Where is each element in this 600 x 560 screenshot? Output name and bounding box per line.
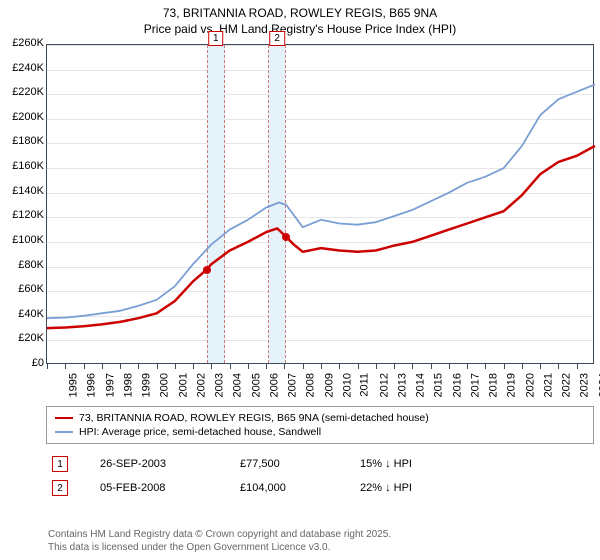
x-tick-label: 2014 bbox=[415, 373, 427, 397]
y-tick-label: £100K bbox=[2, 234, 44, 246]
x-tick-label: 2012 bbox=[378, 373, 390, 397]
x-tick-label: 2010 bbox=[341, 373, 353, 397]
y-tick-label: £220K bbox=[2, 86, 44, 98]
footer-line-2: This data is licensed under the Open Gov… bbox=[48, 542, 330, 553]
legend-item: HPI: Average price, semi-detached house,… bbox=[55, 425, 585, 439]
x-tick-label: 1998 bbox=[122, 373, 134, 397]
y-tick-label: £80K bbox=[2, 259, 44, 271]
x-tick-label: 2000 bbox=[159, 373, 171, 397]
x-tick-label: 2011 bbox=[359, 373, 371, 397]
x-tick-label: 2021 bbox=[542, 373, 554, 397]
x-tick-label: 2004 bbox=[232, 373, 244, 397]
x-tick-label: 2009 bbox=[323, 373, 335, 397]
legend-swatch-icon bbox=[55, 431, 73, 433]
x-tick-label: 1996 bbox=[86, 373, 98, 397]
y-tick-label: £60K bbox=[2, 283, 44, 295]
plot-band-label: 1 bbox=[208, 31, 224, 46]
x-tick-label: 2003 bbox=[214, 373, 226, 397]
title-line-2: Price paid vs. HM Land Registry's House … bbox=[0, 22, 600, 38]
chart-title-block: 73, BRITANNIA ROAD, ROWLEY REGIS, B65 9N… bbox=[0, 0, 600, 39]
series-svg bbox=[47, 45, 595, 365]
y-tick-label: £180K bbox=[2, 135, 44, 147]
x-tick-label: 2019 bbox=[506, 373, 518, 397]
footer-line-1: Contains HM Land Registry data © Crown c… bbox=[48, 529, 391, 540]
plot-band-label: 2 bbox=[269, 31, 285, 46]
x-tick-label: 2008 bbox=[305, 373, 317, 397]
annotation-price: £104,000 bbox=[240, 482, 360, 494]
annotation-date: 05-FEB-2008 bbox=[100, 482, 240, 494]
annotation-row: 1 26-SEP-2003 £77,500 15% ↓ HPI bbox=[46, 452, 594, 476]
y-tick-label: £160K bbox=[2, 160, 44, 172]
y-tick-label: £140K bbox=[2, 185, 44, 197]
x-tick-label: 2018 bbox=[488, 373, 500, 397]
annotation-date: 26-SEP-2003 bbox=[100, 458, 240, 470]
annotation-marker-box: 1 bbox=[52, 456, 68, 472]
legend-item: 73, BRITANNIA ROAD, ROWLEY REGIS, B65 9N… bbox=[55, 411, 585, 425]
price-marker-icon bbox=[282, 233, 290, 241]
x-tick-label: 2023 bbox=[579, 373, 591, 397]
legend-label: HPI: Average price, semi-detached house,… bbox=[79, 426, 321, 438]
x-tick-label: 2005 bbox=[250, 373, 262, 397]
x-tick-label: 2020 bbox=[524, 373, 536, 397]
y-tick-label: £0 bbox=[2, 357, 44, 369]
price-marker-icon bbox=[203, 266, 211, 274]
footer-attribution: Contains HM Land Registry data © Crown c… bbox=[48, 528, 391, 554]
x-tick-label: 2001 bbox=[177, 373, 189, 397]
title-line-1: 73, BRITANNIA ROAD, ROWLEY REGIS, B65 9N… bbox=[0, 6, 600, 22]
series-line-path bbox=[47, 146, 595, 328]
x-tick-label: 2007 bbox=[287, 373, 299, 397]
y-tick-label: £20K bbox=[2, 332, 44, 344]
y-tick-label: £260K bbox=[2, 37, 44, 49]
annotation-row: 2 05-FEB-2008 £104,000 22% ↓ HPI bbox=[46, 476, 594, 500]
x-tick-label: 1997 bbox=[104, 373, 116, 397]
y-tick-label: £120K bbox=[2, 209, 44, 221]
x-tick-label: 1999 bbox=[141, 373, 153, 397]
legend-box: 73, BRITANNIA ROAD, ROWLEY REGIS, B65 9N… bbox=[46, 406, 594, 444]
y-tick-label: £200K bbox=[2, 111, 44, 123]
legend-swatch-icon bbox=[55, 417, 73, 419]
x-tick-label: 2013 bbox=[396, 373, 408, 397]
series-line-path bbox=[47, 84, 595, 318]
y-tick-label: £240K bbox=[2, 62, 44, 74]
annotation-diff: 15% ↓ HPI bbox=[360, 458, 480, 470]
x-tick-label: 2022 bbox=[561, 373, 573, 397]
x-tick-label: 2015 bbox=[433, 373, 445, 397]
x-tick-label: 2002 bbox=[195, 373, 207, 397]
y-tick-label: £40K bbox=[2, 308, 44, 320]
x-tick-label: 2017 bbox=[469, 373, 481, 397]
chart-plot-area: 12 bbox=[46, 44, 594, 364]
annotation-price: £77,500 bbox=[240, 458, 360, 470]
x-tick-label: 2016 bbox=[451, 373, 463, 397]
x-tick-label: 2006 bbox=[268, 373, 280, 397]
legend-label: 73, BRITANNIA ROAD, ROWLEY REGIS, B65 9N… bbox=[79, 412, 429, 424]
annotation-diff: 22% ↓ HPI bbox=[360, 482, 480, 494]
annotation-table: 1 26-SEP-2003 £77,500 15% ↓ HPI 2 05-FEB… bbox=[46, 452, 594, 500]
x-tick-label: 1995 bbox=[67, 373, 79, 397]
annotation-marker-box: 2 bbox=[52, 480, 68, 496]
